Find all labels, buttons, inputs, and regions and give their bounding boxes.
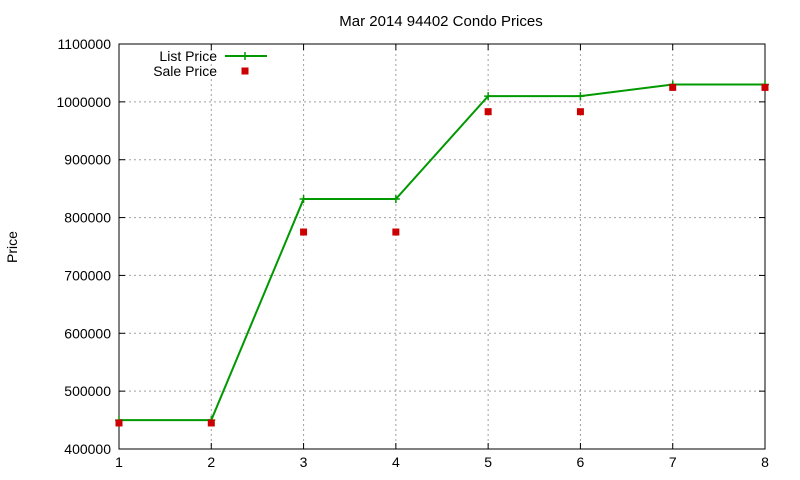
y-tick-label: 600000 [64, 325, 111, 341]
y-tick-label: 1000000 [56, 94, 111, 110]
legend-label-list-price: List Price [159, 48, 217, 64]
data-point-sale-price [484, 108, 492, 116]
grid-lines [119, 44, 765, 449]
data-point-sale-price [207, 419, 215, 427]
series-layer [115, 80, 769, 427]
y-tick-label: 400000 [64, 441, 111, 457]
x-tick-label: 5 [484, 454, 492, 470]
data-point-sale-price [669, 83, 677, 91]
data-point-sale-price [115, 419, 123, 427]
legend: List Price Sale Price [153, 48, 267, 79]
data-point-list-price [576, 92, 585, 101]
x-tick-label: 3 [300, 454, 308, 470]
legend-marker-list-price [241, 52, 249, 60]
data-point-list-price [391, 195, 400, 204]
y-tick-label: 800000 [64, 210, 111, 226]
x-tick-label: 4 [392, 454, 400, 470]
data-point-sale-price [300, 228, 308, 236]
data-point-list-price [299, 195, 308, 204]
legend-label-sale-price: Sale Price [153, 63, 217, 79]
y-axis-label: Price [4, 231, 20, 263]
x-tick-label: 1 [115, 454, 123, 470]
x-tick-label: 8 [761, 454, 769, 470]
plot-frame [118, 43, 766, 450]
x-tick-label: 7 [669, 454, 677, 470]
y-tick-label: 500000 [64, 383, 111, 399]
data-point-sale-price [392, 228, 400, 236]
x-tick-label: 2 [207, 454, 215, 470]
y-tick-label: 1100000 [58, 36, 112, 52]
y-axis-ticks: 400000 500000 600000 700000 800000 900000 1000… [56, 36, 765, 457]
legend-marker-sale-price [241, 67, 249, 75]
x-tick-label: 6 [577, 454, 585, 470]
data-point-sale-price [576, 108, 584, 116]
series-line-list-price [119, 83, 765, 422]
y-tick-label: 700000 [64, 267, 111, 283]
y-tick-label: 900000 [64, 152, 111, 168]
data-point-list-price [484, 92, 493, 101]
x-axis-ticks: 1 2 3 4 5 6 7 8 [115, 44, 769, 470]
data-point-sale-price [761, 83, 769, 91]
chart-title: Mar 2014 94402 Condo Prices [339, 13, 542, 30]
